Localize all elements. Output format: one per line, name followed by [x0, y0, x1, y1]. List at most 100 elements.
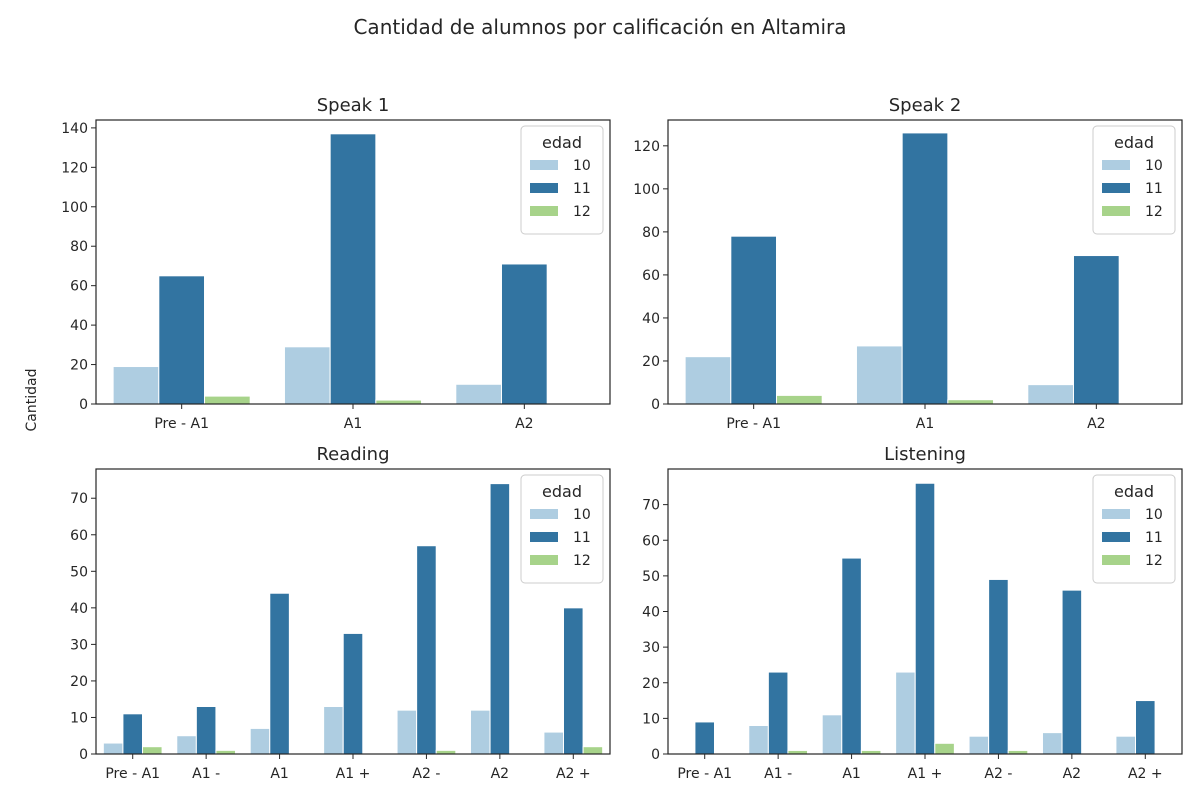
legend-label-12: 12 [1145, 553, 1163, 569]
bar-10-2 [821, 714, 843, 755]
y-tick-label: 20 [70, 358, 88, 374]
axes-frame [667, 119, 1183, 405]
bar-11-6 [563, 607, 584, 755]
x-tick-label: A1 [842, 766, 860, 782]
y-axis-label: Cantidad [24, 369, 40, 432]
legend-title: edad [542, 482, 582, 501]
bar-11-0 [694, 721, 715, 755]
legend-swatch-12 [530, 206, 558, 216]
bar-11-3 [914, 482, 936, 755]
bar-11-4 [416, 545, 437, 755]
y-tick-label: 60 [70, 528, 88, 544]
legend-label-11: 11 [1145, 530, 1163, 546]
axes-frame [667, 468, 1183, 755]
y-tick-label: 0 [651, 397, 660, 413]
bar-12-3 [934, 742, 955, 755]
y-tick-label: 120 [61, 160, 88, 176]
bar-11-4 [988, 578, 1009, 755]
legend: edad 10 11 12 [520, 125, 604, 235]
bar-11-6 [1135, 700, 1156, 755]
bar-11-2 [500, 263, 548, 405]
y-tick-label: 70 [70, 491, 88, 507]
x-tick-label: Pre - A1 [726, 416, 781, 432]
bar-10-5 [1041, 732, 1063, 755]
legend-swatch-12 [1102, 555, 1130, 565]
legend-label-11: 11 [1145, 181, 1163, 197]
legend-label-12: 12 [1145, 204, 1163, 220]
y-tick-label: 50 [70, 564, 88, 580]
legend-swatch-11 [1102, 532, 1130, 542]
bar-11-1 [901, 132, 949, 405]
y-tick-label: 40 [70, 601, 88, 617]
legend-label-10: 10 [573, 158, 591, 174]
x-tick-label: A2 [1063, 766, 1081, 782]
legend-swatch-11 [530, 532, 558, 542]
legend-label-10: 10 [573, 507, 591, 523]
bar-10-3 [895, 671, 916, 755]
bar-10-1 [176, 735, 197, 755]
y-tick-label: 40 [70, 318, 88, 334]
legend: edad 10 11 12 [1092, 125, 1176, 235]
y-tick-label: 10 [70, 710, 88, 726]
bar-10-3 [323, 706, 344, 755]
bar-10-2 [249, 727, 271, 755]
legend-swatch-10 [1102, 160, 1130, 170]
bar-10-4 [396, 709, 418, 755]
bar-10-0 [684, 356, 732, 405]
y-tick-label: 60 [70, 279, 88, 295]
x-tick-label: A1 [270, 766, 288, 782]
bar-10-6 [543, 731, 564, 755]
bar-11-3 [342, 632, 364, 755]
y-tick-label: 70 [642, 498, 660, 514]
y-tick-label: 10 [642, 711, 660, 727]
legend-title: edad [1114, 482, 1154, 501]
y-tick-label: 80 [642, 225, 660, 241]
y-tick-label: 140 [61, 121, 88, 137]
axes-frame [95, 119, 611, 405]
bar-12-6 [582, 746, 604, 755]
bar-11-1 [195, 706, 217, 755]
y-tick-label: 60 [642, 533, 660, 549]
legend-swatch-11 [530, 183, 558, 193]
subplot-title: Speak 2 [889, 95, 962, 116]
x-tick-label: Pre - A1 [154, 416, 209, 432]
legend-title: edad [1114, 133, 1154, 152]
subplot-2: Speak 2 0 20 40 60 80 100 120 Pre - A1 A1 A2 edad 10… [633, 95, 1183, 432]
x-tick-label: Pre - A1 [105, 766, 160, 782]
x-tick-label: A2 - [412, 766, 440, 782]
legend-swatch-10 [530, 160, 558, 170]
bar-12-0 [776, 394, 823, 405]
legend-label-11: 11 [573, 181, 591, 197]
x-tick-label: A1 + [336, 766, 371, 782]
bar-10-0 [112, 366, 160, 405]
legend-label-11: 11 [573, 530, 591, 546]
subplot-title: Reading [316, 444, 389, 465]
bar-12-0 [142, 746, 163, 755]
subplot-title: Listening [884, 444, 966, 465]
legend: edad 10 11 12 [520, 474, 604, 584]
bar-11-1 [767, 671, 789, 755]
y-tick-label: 20 [70, 674, 88, 690]
legend-label-12: 12 [573, 553, 591, 569]
bar-10-0 [102, 742, 124, 755]
bar-10-1 [855, 345, 903, 405]
bar-10-2 [1027, 384, 1074, 405]
bar-10-1 [748, 725, 769, 755]
legend-swatch-10 [530, 509, 558, 519]
bar-11-1 [329, 133, 377, 405]
subplot-1: Speak 1 0 20 40 60 80 100 120 140 Pre - A1 A1 A2 eda… [61, 95, 611, 432]
bar-10-1 [283, 346, 331, 405]
legend-swatch-12 [530, 555, 558, 565]
x-tick-label: A1 [344, 416, 362, 432]
bar-10-6 [1115, 735, 1136, 755]
figure-title: Cantidad de alumnos por calificación en … [353, 15, 846, 39]
legend-label-10: 10 [1145, 507, 1163, 523]
y-tick-label: 0 [651, 747, 660, 763]
y-tick-label: 20 [642, 676, 660, 692]
y-tick-label: 20 [642, 354, 660, 370]
y-tick-label: 120 [633, 139, 660, 155]
subplot-4: Listening 0 10 20 30 40 50 60 70 Pre - A1 A1 - A1 A1… [642, 444, 1183, 782]
x-tick-label: A2 + [556, 766, 591, 782]
bar-11-5 [1061, 589, 1083, 755]
bar-12-1 [947, 399, 995, 405]
